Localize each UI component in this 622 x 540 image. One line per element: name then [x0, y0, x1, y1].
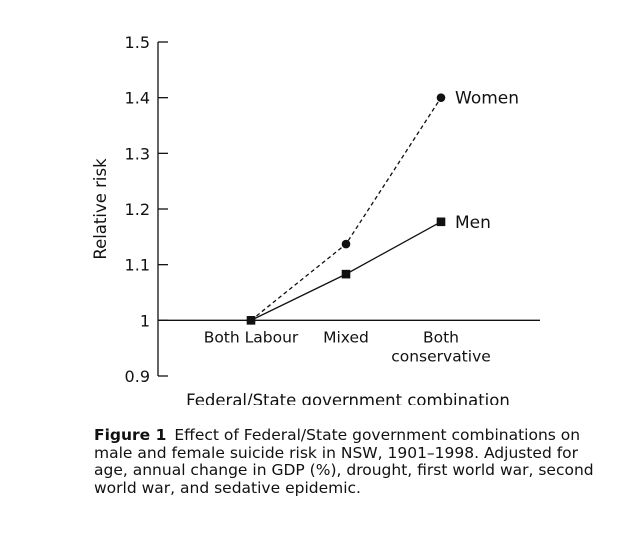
y-tick-label: 1.5: [125, 33, 150, 52]
x-tick-label: Both conservative: [391, 328, 491, 365]
series-line-women: [250, 97, 442, 321]
chart: 0.9 1 1.1 1.2 1.3 1.4 1.5 Both Labour Mixed Both c…: [91, 33, 540, 405]
data-point-men: [341, 269, 351, 279]
figure-caption: Figure 1 Effect of Federal/State governme…: [94, 426, 614, 497]
x-axis-label: Federal/State government combination: [186, 391, 510, 405]
x-tick-label: Both Labour: [204, 328, 299, 346]
y-tick-label: 1: [140, 311, 150, 330]
y-tick-label: 1.4: [125, 89, 150, 108]
y-tick-label: 0.9: [125, 367, 150, 386]
data-point-women: [436, 93, 446, 102]
y-tick-label: 1.1: [125, 256, 150, 275]
series-label-men: Men: [455, 213, 491, 233]
data-point-women: [341, 239, 351, 249]
y-tick-label: 1.3: [125, 144, 150, 163]
axes: 0.9 1 1.1 1.2 1.3 1.4 1.5 Both Labour Mixed Both c…: [91, 33, 540, 405]
figure-label: Figure 1: [94, 426, 167, 444]
data-point-men: [246, 316, 256, 325]
x-tick-label: Mixed: [323, 328, 369, 346]
y-axis-label: Relative risk: [91, 158, 110, 260]
y-tick-label: 1.2: [125, 200, 150, 219]
series-layer: Women Men: [246, 89, 519, 325]
series-label-women: Women: [455, 89, 519, 109]
data-point-men: [436, 217, 446, 227]
figure-caption-text: Effect of Federal/State government combi…: [94, 426, 594, 497]
